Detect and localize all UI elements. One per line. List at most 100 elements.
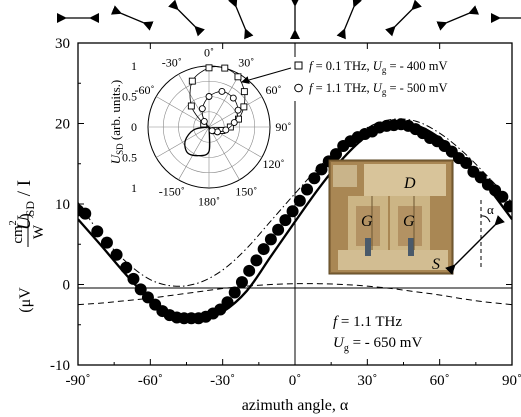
axis-ticks [77, 42, 513, 366]
polar-ylabel-rest: (arb. units.) [108, 80, 123, 144]
annotation-gate-voltage: Ug = - 650 mV [333, 335, 422, 354]
photo-angle-label: α [487, 202, 494, 217]
data-point [272, 223, 285, 236]
polar-radial-labels: 1 0.5 0 0.5 1 [122, 59, 137, 195]
legend-entry-2: f = 1.1 THz, Ug = - 500 mV [309, 81, 448, 97]
legend-1-u: U [373, 59, 383, 73]
data-point [134, 283, 147, 296]
data-point [91, 225, 104, 238]
photo-angle-arc [480, 215, 491, 223]
y-axis-unit-fraction: cm2 W [8, 215, 47, 247]
ylabel-sub: SD [23, 201, 37, 217]
data-point [503, 200, 512, 213]
x-tick-label: -30˚ [210, 373, 235, 389]
legend-pointer-arrow [241, 67, 292, 84]
polar-circle-point [205, 93, 213, 100]
legend-2-u: U [373, 81, 383, 95]
annotation-u-sub: g [344, 343, 349, 354]
y-axis-unit: (μV [17, 287, 34, 313]
annotation-f-value: = 1.1 THz [337, 314, 402, 330]
photo-label-s: S [432, 256, 440, 273]
x-tick-label: -60˚ [138, 373, 163, 389]
polarization-arrow [436, 5, 480, 31]
x-tick-label: 30˚ [357, 373, 377, 389]
polar-spoke [156, 96, 210, 128]
svg-text:USD / I: USD / I [14, 180, 37, 230]
y-tick-label: 30 [55, 36, 70, 52]
polar-radial-label: 1 [131, 181, 137, 195]
polar-square-point [205, 64, 213, 72]
data-point [286, 205, 299, 218]
data-point [293, 194, 306, 207]
polar-angle-label: -60˚ [135, 83, 155, 97]
polar-circle-point [229, 94, 237, 102]
x-tick-label: 0˚ [289, 373, 302, 389]
polar-square-point [234, 73, 242, 81]
annotation-u-value: = - 650 mV [349, 335, 423, 351]
legend-marker-square [294, 61, 303, 70]
polar-circle-points [198, 88, 242, 136]
polar-circle-point [208, 127, 216, 135]
legend-1-u-sub: g [382, 65, 387, 75]
data-point [250, 254, 263, 267]
polarization-arrows [57, 0, 521, 40]
annotation-frequency: f = 1.1 THz [333, 314, 402, 330]
polar-spoke [156, 126, 210, 158]
photo-label-d: D [403, 175, 416, 192]
inset-photo: D G G S [328, 159, 454, 275]
polar-square-point [240, 88, 248, 96]
data-point [315, 163, 328, 176]
polar-square-point [235, 115, 242, 123]
polarization-arrow [168, 0, 205, 37]
polar-radial-label: 0 [131, 120, 137, 134]
data-point [308, 172, 321, 185]
polarization-arrow [336, 0, 362, 40]
polar-angle-label: 120˚ [262, 157, 284, 171]
dash-dot-curve [78, 118, 512, 287]
data-point [79, 207, 92, 220]
polar-circle-point [198, 105, 206, 113]
y-tick-label: -10 [50, 358, 70, 374]
polarization-arrow [385, 0, 422, 37]
ylabel-main: U [14, 215, 35, 230]
polar-spoke [178, 126, 210, 180]
data-point [110, 248, 123, 261]
data-point [120, 261, 133, 274]
photo-polarization-arrow [445, 215, 505, 275]
x-axis-label: azimuth angle, α [242, 397, 349, 414]
inset-polar-chart: 0˚ 30˚ 60˚ 90˚ 120˚ 150˚ 180˚ -150˚ -60˚ -30˚ 1 0.… [108, 46, 291, 209]
polar-angle-label: -150˚ [159, 184, 185, 198]
legend-2-f-value: = 1.1 THz, [312, 81, 372, 95]
legend-entry-1: f = 0.1 THz, Ug = - 400 mV [309, 59, 448, 75]
ylabel-unit-close: ) [17, 213, 34, 218]
data-point [228, 286, 241, 299]
y-tick-label: 20 [55, 117, 70, 133]
svg-text:cm2: cm2 [8, 220, 26, 243]
polar-angle-label: 90˚ [275, 120, 291, 134]
data-point [100, 236, 113, 249]
x-tick-label: 90˚ [502, 373, 521, 389]
y-tick-label: 10 [55, 197, 70, 213]
polarization-arrow [110, 5, 154, 31]
polar-solid-curve [184, 126, 211, 157]
polarization-arrow [228, 0, 254, 40]
legend-1-f-value: = 0.1 THz, [312, 59, 372, 73]
legend-1-f: f [309, 59, 314, 73]
y-tick-label: 0 [63, 278, 71, 294]
photo-label-g2: G [403, 213, 415, 230]
y-axis-unit-close: ) [17, 213, 34, 218]
polar-angle-label: 180˚ [198, 194, 220, 208]
svg-text:USD (arb. units.): USD (arb. units.) [108, 80, 125, 164]
polar-circle-point [200, 117, 208, 125]
polar-circle-point [218, 88, 226, 95]
polar-radial-label: 1 [131, 59, 137, 73]
data-point [257, 243, 270, 256]
annotation-f: f [333, 314, 339, 330]
polar-angle-label: -30˚ [162, 56, 182, 70]
polar-spoke [208, 126, 240, 180]
data-point [329, 148, 342, 161]
polar-circle-point [234, 106, 242, 114]
photo-label-g1: G [361, 213, 373, 230]
